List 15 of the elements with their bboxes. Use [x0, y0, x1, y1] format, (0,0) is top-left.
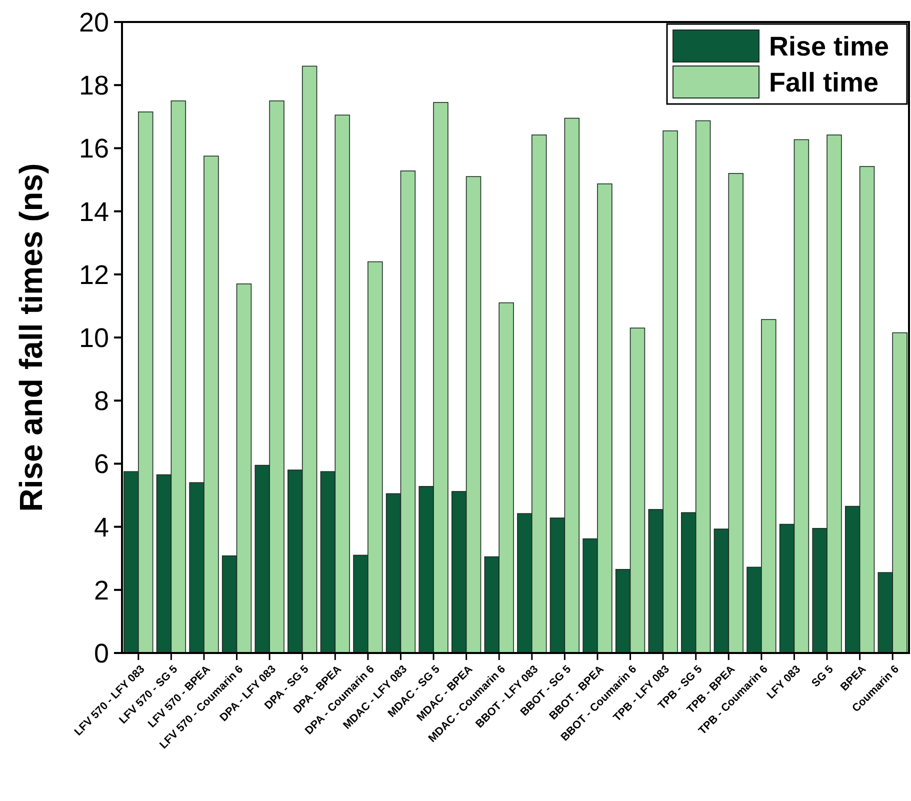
y-tick-label: 6 [94, 449, 109, 480]
y-tick-label: 20 [78, 7, 109, 38]
y-tick-label: 10 [78, 322, 109, 353]
y-tick-label: 18 [78, 70, 109, 101]
y-tick-label: 14 [78, 196, 109, 227]
y-tick-label: 2 [94, 575, 109, 606]
legend-label: Rise time [769, 31, 890, 62]
y-tick-label: 0 [94, 638, 109, 668]
y-axis-title: Rise and fall times (ns) [13, 163, 49, 512]
y-tick-label: 12 [78, 260, 109, 290]
y-tick-label: 16 [78, 134, 109, 164]
legend-label: Fall time [769, 67, 879, 98]
y-tick-label: 4 [94, 512, 109, 542]
x-tick-label: SG 5 [810, 663, 836, 690]
y-tick-label: 8 [94, 386, 109, 416]
